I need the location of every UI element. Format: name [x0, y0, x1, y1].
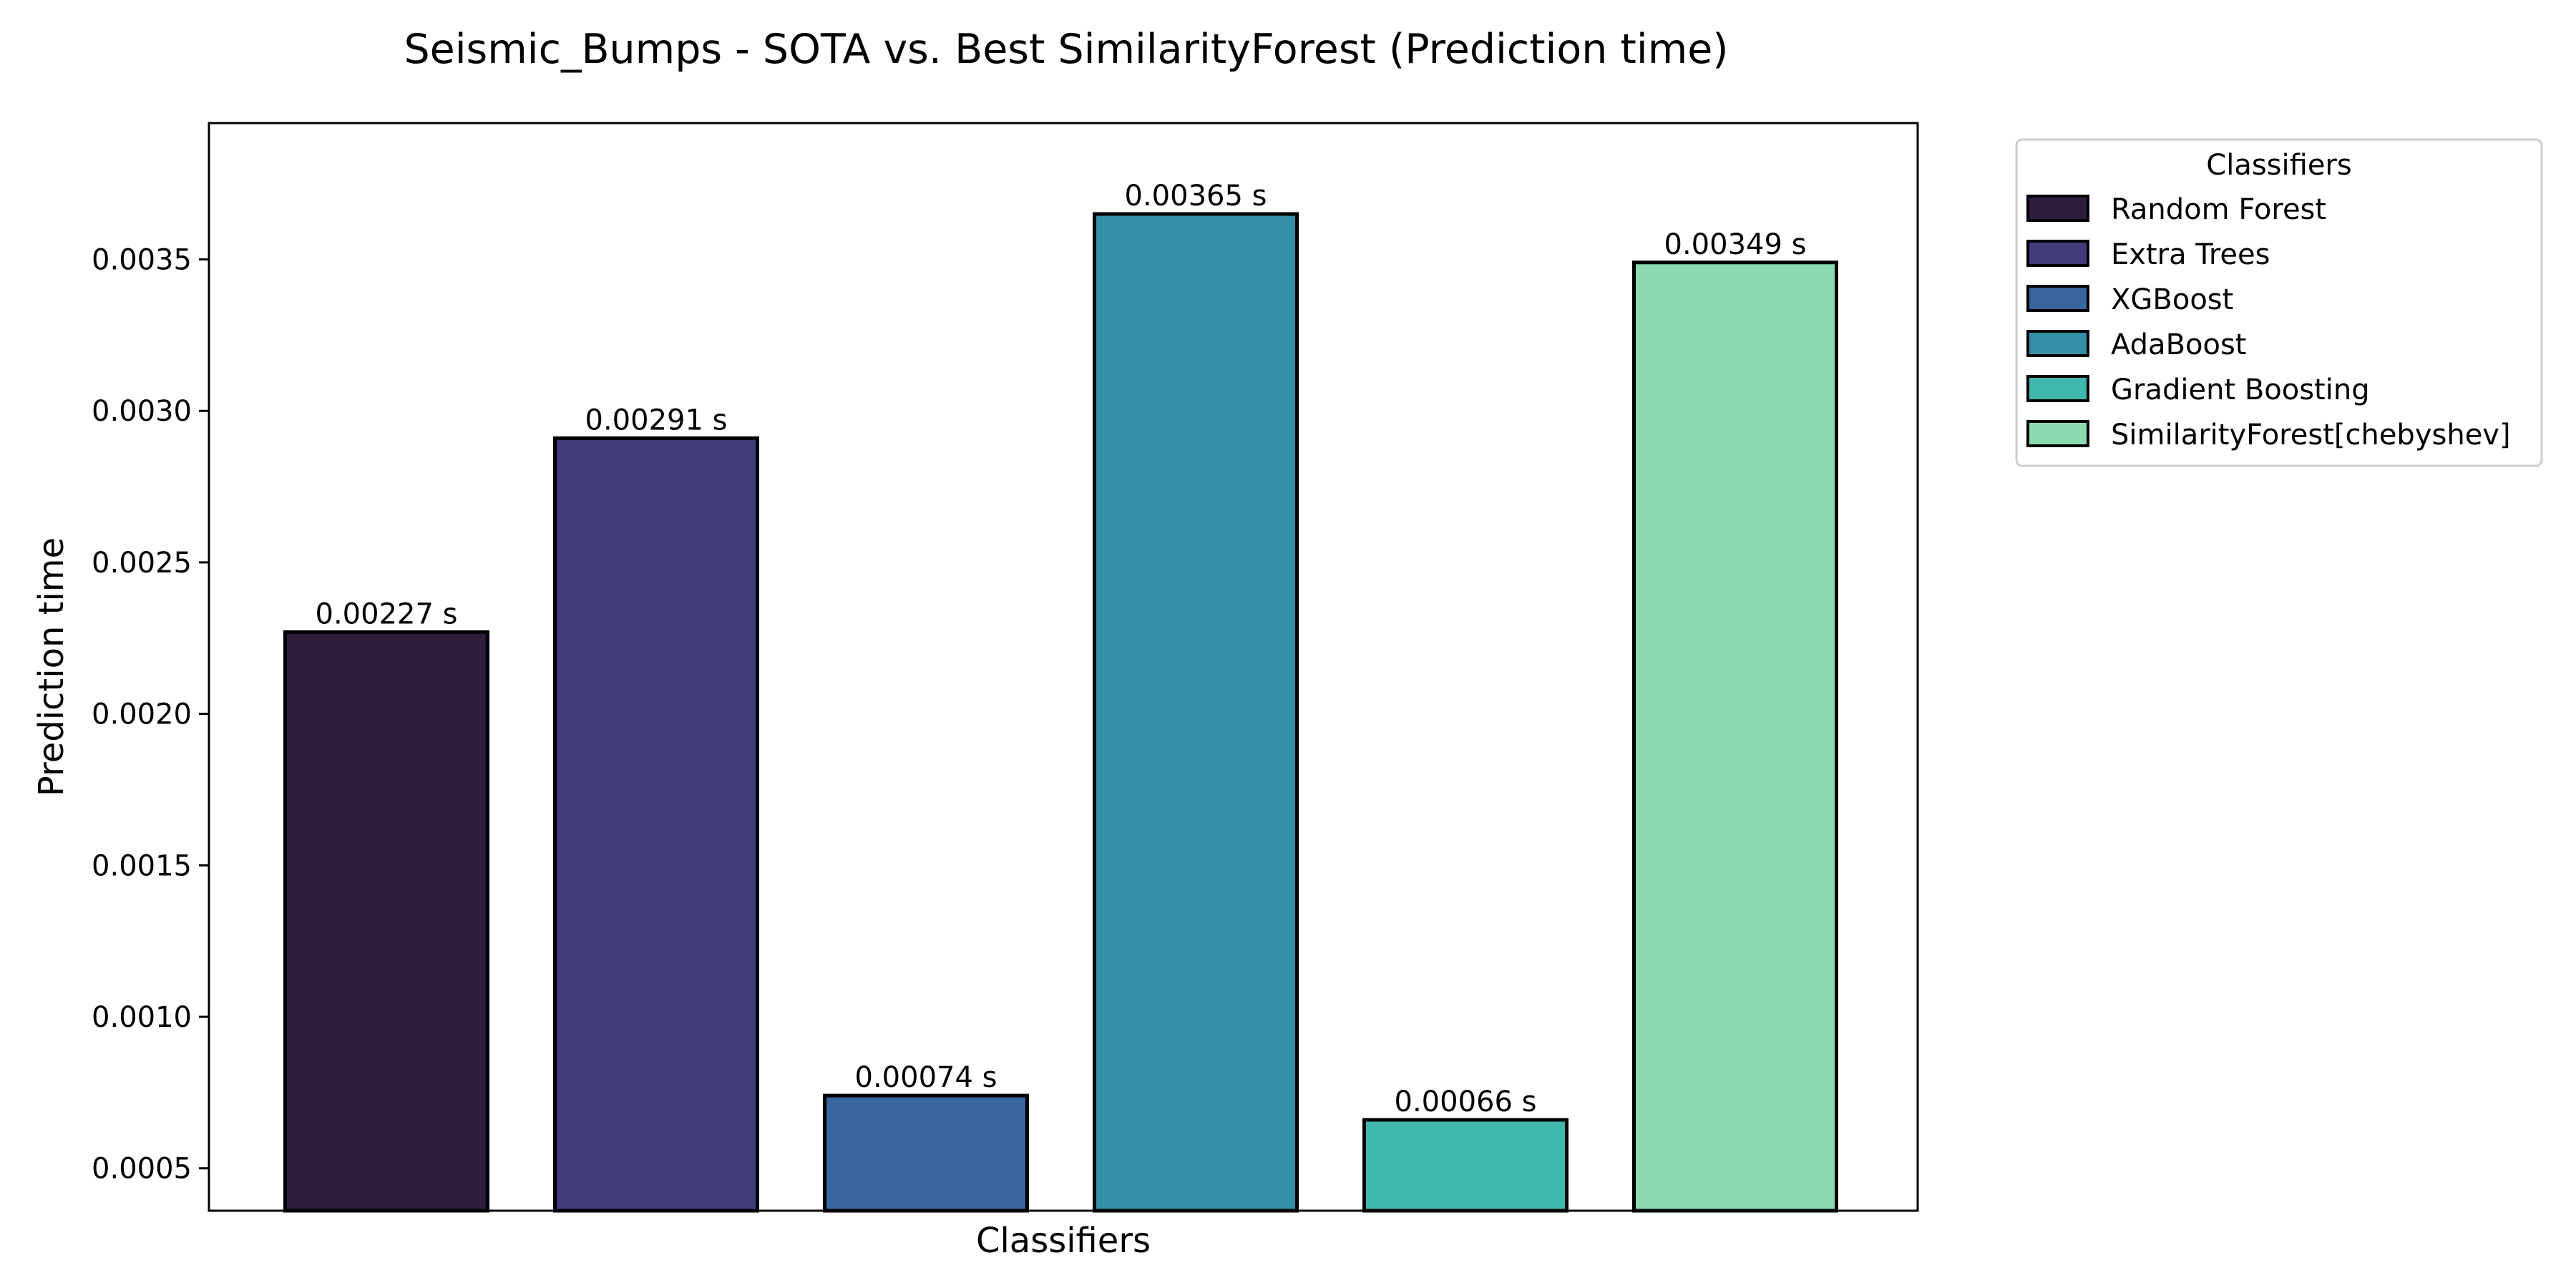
y-tick-label: 0.0015	[92, 849, 192, 882]
y-tick-label: 0.0010	[92, 1001, 192, 1034]
legend-entries: Random Forest Extra Trees XGBoost AdaBoost G…	[2026, 193, 2511, 452]
legend-swatch	[2026, 420, 2089, 447]
bar-value-label: 0.00074 s	[855, 1061, 997, 1094]
y-tick-label: 0.0035	[92, 244, 192, 277]
y-tick-label: 0.0030	[92, 395, 192, 428]
x-axis-label: Classifiers	[976, 1221, 1151, 1261]
legend-entry-label: XGBoost	[2111, 283, 2233, 316]
bar-extra-trees	[553, 436, 759, 1213]
legend-swatch	[2026, 375, 2089, 402]
legend-entry-label: Random Forest	[2111, 193, 2326, 226]
y-tick-label: 0.0005	[92, 1153, 192, 1186]
legend-swatch	[2026, 285, 2089, 312]
legend-entry-label: Gradient Boosting	[2111, 374, 2370, 406]
bar-xgboost	[823, 1093, 1029, 1213]
legend-swatch	[2026, 330, 2089, 357]
legend-entry-label: AdaBoost	[2111, 328, 2246, 361]
legend-swatch	[2026, 240, 2089, 267]
bar-value-label: 0.00349 s	[1664, 228, 1807, 261]
y-tick-label: 0.0020	[92, 698, 192, 731]
bar-value-label: 0.00365 s	[1125, 180, 1267, 213]
legend: Classifiers Random Forest Extra Trees XGBo…	[2015, 138, 2543, 467]
plot-area: 0.0005 0.0010 0.0015 0.0020 0.0025 0.0030 0.00…	[92, 122, 1919, 1213]
legend-title: Classifiers	[2206, 149, 2351, 182]
legend-entry-label: SimilarityForest[chebyshev]	[2111, 419, 2511, 452]
legend-swatch	[2026, 195, 2089, 222]
chart-title: Seismic_Bumps - SOTA vs. Best Similarity…	[404, 26, 1728, 73]
bar-random-forest	[283, 630, 489, 1213]
bar-value-label: 0.00066 s	[1395, 1085, 1537, 1118]
bar-similarityforest-chebyshev	[1632, 260, 1838, 1213]
legend-frame	[2015, 138, 2543, 467]
bar-value-label: 0.00291 s	[585, 404, 728, 436]
bar-gradient-boosting	[1362, 1118, 1568, 1213]
bar-labels-group: 0.00227 s 0.00291 s 0.00074 s 0.00365 s 0.00…	[316, 180, 1807, 1118]
bars-group	[283, 212, 1838, 1213]
y-axis-label: Prediction time	[31, 537, 72, 796]
y-tick-label: 0.0025	[92, 547, 192, 580]
bar-value-label: 0.00227 s	[316, 597, 458, 630]
plot-frame	[208, 122, 1919, 1212]
y-axis: 0.0005 0.0010 0.0015 0.0020 0.0025 0.0030 0.00…	[92, 244, 209, 1186]
bar-adaboost	[1093, 212, 1299, 1213]
legend-entry-label: Extra Trees	[2111, 238, 2270, 271]
